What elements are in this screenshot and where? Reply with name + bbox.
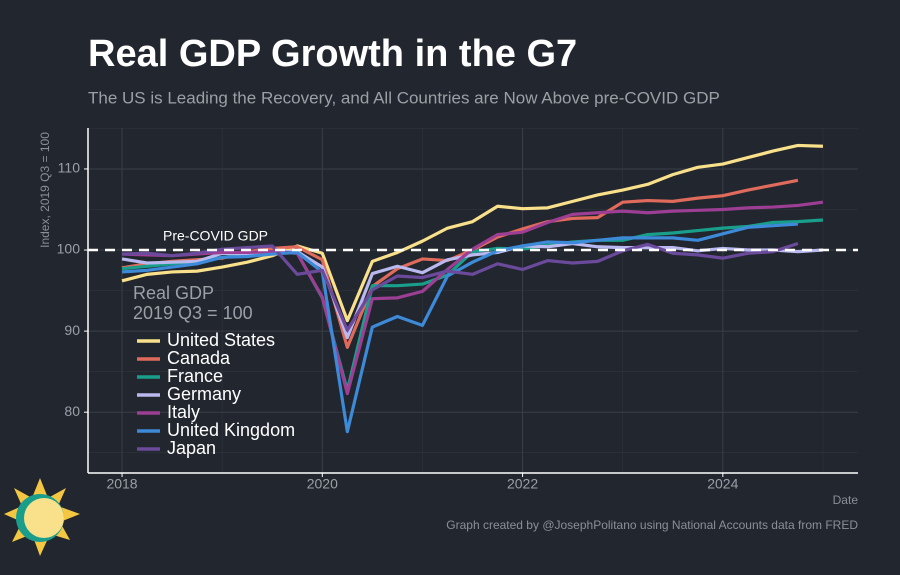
series-line xyxy=(121,200,824,396)
x-tick-label: 2024 xyxy=(707,476,738,492)
legend-label: Canada xyxy=(167,348,231,368)
y-tick-label: 80 xyxy=(64,403,80,419)
series-line xyxy=(121,222,799,434)
series-line xyxy=(121,143,824,323)
y-tick-label: 110 xyxy=(58,160,81,176)
legend-title: 2019 Q3 = 100 xyxy=(133,303,253,323)
y-tick-label: 100 xyxy=(57,241,81,257)
legend-label: United States xyxy=(167,330,275,350)
caption: Graph created by @JosephPolitano using N… xyxy=(446,518,858,532)
y-tick-label: 90 xyxy=(64,322,80,338)
y-axis-label: Index, 2019 Q3 = 100 xyxy=(38,132,52,248)
chart-subtitle: The US is Leading the Recovery, and All … xyxy=(88,88,720,107)
legend-label: France xyxy=(167,366,223,386)
x-tick-label: 2022 xyxy=(507,476,538,492)
legend-label: Germany xyxy=(167,384,241,404)
logo xyxy=(4,478,80,556)
legend-label: Japan xyxy=(167,438,216,458)
legend-label: Italy xyxy=(167,402,200,422)
x-tick-label: 2020 xyxy=(307,476,338,492)
chart-title: Real GDP Growth in the G7 xyxy=(88,33,577,75)
x-axis-label: Date xyxy=(833,493,859,507)
reference-label: Pre-COVID GDP xyxy=(163,228,268,244)
legend-label: United Kingdom xyxy=(167,420,295,440)
series-line xyxy=(121,242,799,332)
x-tick-label: 2018 xyxy=(106,476,137,492)
legend-title: Real GDP xyxy=(133,283,214,303)
